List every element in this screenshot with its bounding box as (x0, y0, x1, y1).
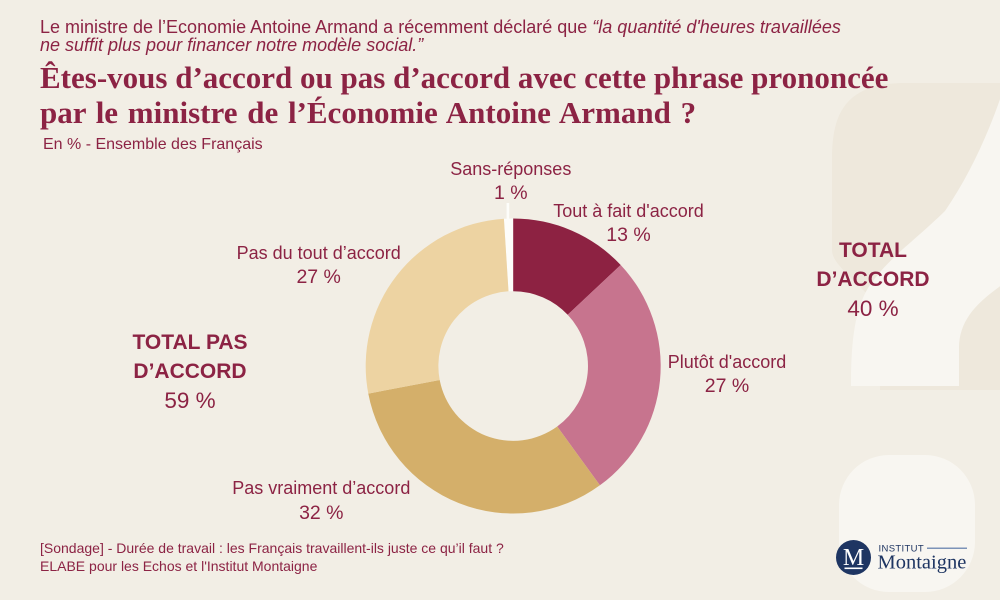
svg-text:Montaigne: Montaigne (878, 552, 967, 574)
svg-text:INSTITUT: INSTITUT (879, 544, 925, 555)
svg-text:M: M (843, 545, 864, 571)
